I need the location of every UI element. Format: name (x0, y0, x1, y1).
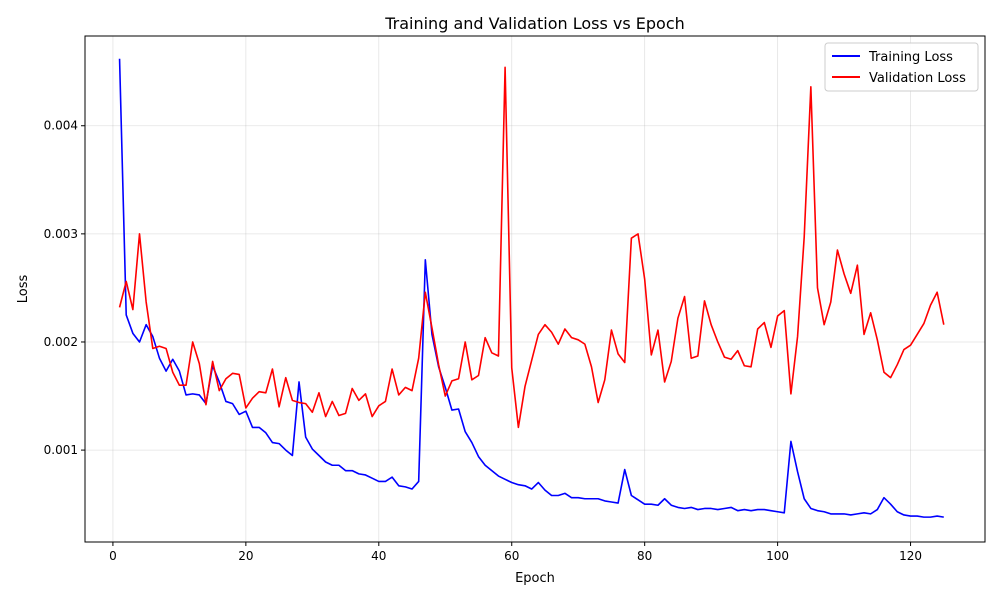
legend-validation-loss-label: Validation Loss (869, 71, 966, 86)
y-tick-label: 0.004 (44, 119, 78, 133)
y-tick-label: 0.002 (44, 335, 78, 349)
validation-loss-line (118, 66, 945, 429)
y-axis-label: Loss (16, 275, 31, 304)
y-gridlines (85, 125, 985, 451)
x-tick-label: 80 (637, 549, 652, 563)
chart-title: Training and Validation Loss vs Epoch (384, 14, 685, 33)
y-tick-label: 0.001 (44, 443, 78, 457)
x-gridlines (112, 36, 911, 542)
plot-frame (84, 35, 986, 543)
x-axis-ticks: 0 20 40 60 80 100 120 (109, 542, 922, 563)
legend-training-loss-label: Training Loss (868, 50, 953, 65)
x-tick-label: 40 (371, 549, 386, 563)
x-tick-label: 0 (109, 549, 117, 563)
x-tick-label: 20 (238, 549, 253, 563)
x-axis-label: Epoch (515, 571, 555, 586)
legend-box (824, 42, 979, 92)
y-axis-ticks: 0.001 0.002 0.003 0.004 (44, 119, 85, 457)
x-tick-label: 100 (766, 549, 789, 563)
legend: Training Loss Validation Loss (824, 42, 979, 92)
y-tick-label: 0.003 (44, 227, 78, 241)
plot-area (85, 36, 985, 542)
series-layer (118, 58, 945, 518)
x-tick-label: 120 (899, 549, 922, 563)
training-loss-line (118, 58, 944, 518)
x-tick-label: 60 (504, 549, 519, 563)
